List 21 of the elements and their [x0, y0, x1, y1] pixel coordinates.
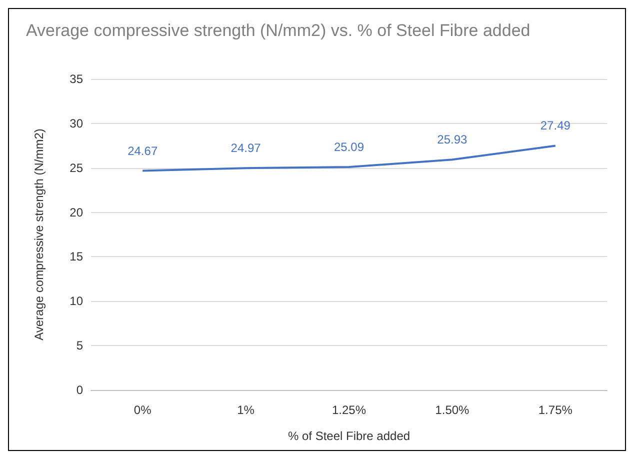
data-label: 25.93: [437, 132, 468, 147]
y-tick-label: 35: [70, 72, 84, 86]
data-label: 24.97: [230, 141, 262, 156]
chart-title: Average compressive strength (N/mm2) vs. % of Steel Fibre added: [26, 21, 530, 40]
y-tick-label: 0: [76, 383, 84, 397]
y-tick-label: 10: [70, 294, 84, 308]
x-tick-label: 1.50%: [435, 403, 470, 417]
y-tick-label: 20: [70, 205, 84, 220]
y-axis-title: Average compressive strength (N/mm2): [32, 128, 46, 340]
data-label: 27.49: [540, 118, 571, 133]
x-tick-label: 1.25%: [332, 403, 366, 417]
data-label: 25.09: [334, 140, 364, 154]
y-tick-label: 5: [76, 338, 84, 353]
x-axis-title: % of Steel Fibre added: [288, 429, 410, 443]
data-label: 24.67: [128, 144, 158, 158]
y-tick-label: 15: [70, 250, 84, 264]
x-tick-label: 0%: [134, 403, 152, 417]
x-tick-label: 1%: [237, 403, 255, 417]
x-tick-label: 1.75%: [538, 403, 573, 417]
y-tick-label: 30: [70, 116, 84, 130]
y-tick-label: 25: [70, 160, 84, 175]
